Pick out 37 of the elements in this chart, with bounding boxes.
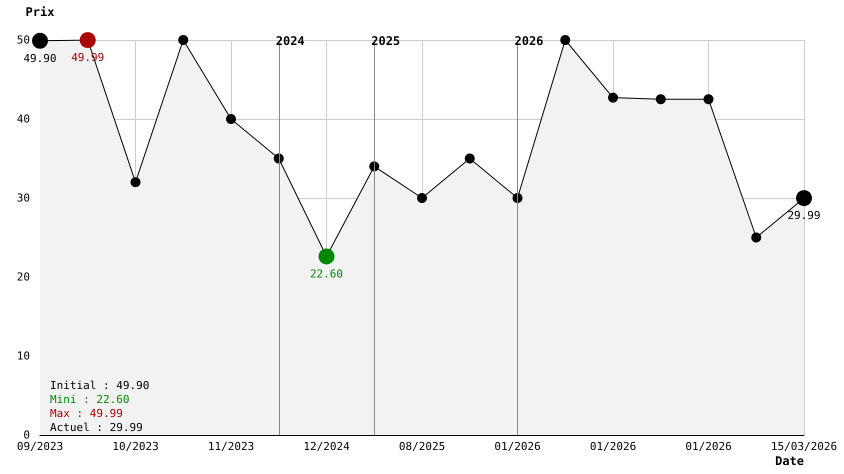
point	[464, 154, 475, 164]
x-tick-label: 01/2026	[494, 440, 541, 453]
data-label: 29.99	[787, 209, 821, 222]
y-axis-title: Prix	[26, 5, 54, 19]
y-tick-label: 10	[16, 350, 30, 362]
point	[417, 193, 427, 203]
point	[130, 177, 140, 188]
y-tick-label: 0	[23, 428, 30, 442]
annotation: 2025	[371, 34, 400, 48]
x-tick-label: 11/2023	[208, 440, 254, 453]
y-tick-label: 20	[16, 270, 30, 284]
x-tick-label: 15/03/2026	[770, 440, 838, 453]
y-tick-label: 50	[16, 34, 30, 46]
point	[656, 94, 666, 104]
x-tick-label: 08/2025	[398, 440, 446, 453]
point	[751, 232, 762, 242]
x-tick-label: 10/2023	[112, 440, 159, 453]
annotation: 2024	[276, 34, 305, 48]
point	[226, 114, 236, 124]
x-tick-label: 01/2026	[685, 440, 732, 453]
y-tick-label: 40	[16, 112, 30, 126]
annotation: Actuel : 29.99	[50, 421, 143, 434]
data-label: 22.60	[310, 267, 344, 280]
data-label: 49.90	[23, 52, 57, 65]
x-tick-label: 09/2023	[16, 440, 64, 453]
x-tick-label: 01/2026	[590, 440, 636, 453]
annotation: 2026	[514, 34, 544, 48]
annotation: Mini : 22.60	[50, 393, 130, 406]
annotation: Initial : 49.90	[50, 379, 150, 392]
annotation: Max : 49.99	[50, 407, 123, 420]
point	[704, 94, 714, 104]
x-tick-label: 12/2024	[303, 440, 350, 453]
point	[178, 35, 188, 45]
x-axis-title: Date	[775, 454, 804, 468]
y-tick-label: 30	[16, 192, 30, 204]
point	[560, 35, 570, 45]
point	[608, 92, 618, 103]
